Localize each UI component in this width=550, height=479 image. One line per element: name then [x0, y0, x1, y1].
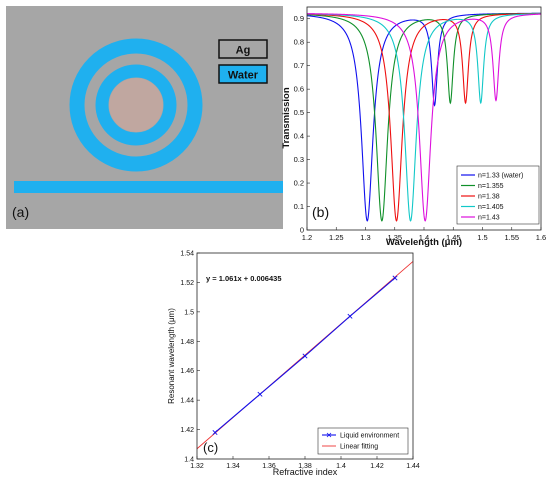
c-y-tick-label: 1.46 [180, 368, 194, 375]
c-x-tick-label: 1.32 [190, 463, 204, 470]
b-x-tick-label: 1.2 [302, 233, 312, 242]
c-ylabel: Resonant wavelength (μm) [167, 308, 176, 404]
c-y-tick-label: 1.4 [184, 457, 194, 464]
b-y-tick-label: 0.8 [294, 38, 304, 47]
panel-b-chart: 1.2 1.25 1.3 1.35 1.4 1.45 1.5 1.55 1.6 0 0.1 0.2 0.… [281, 6, 547, 248]
c-legend: Liquid environment Linear fitting [317, 427, 409, 455]
b-series-line-3 [306, 13, 541, 222]
c-xlabel: Refractive index [273, 467, 338, 477]
c-y-tick-label: 1.54 [180, 251, 194, 258]
b-x-tick-label: 1.45 [446, 233, 461, 242]
panel-a-schematic: Ag Water (a) [6, 6, 283, 229]
b-x-tick-label: 1.55 [504, 233, 519, 242]
b-x-tick-label: 1.4 [419, 233, 429, 242]
c-legend-box [317, 427, 409, 455]
c-y-tick-label: 1.5 [184, 309, 194, 316]
c-x-tick-label: 1.44 [406, 463, 420, 470]
b-x-tick-label: 1.25 [329, 233, 344, 242]
c-y-tick-label: 1.42 [180, 427, 194, 434]
c-legend-entry-1: Linear fitting [340, 444, 378, 451]
c-data-point-3 [347, 313, 353, 319]
c-data-point-2 [302, 353, 308, 359]
b-x-tick-label: 1.5 [477, 233, 487, 242]
c-series [196, 252, 414, 460]
b-y-tick-label: 0.4 [294, 132, 304, 141]
c-x-tick-label: 1.38 [298, 463, 312, 470]
c-x-tick-label: 1.34 [226, 463, 240, 470]
b-plot-frame [306, 6, 542, 231]
b-legend: n=1.33 (water) n=1.355 n=1.38 n=1.405 n=1.43 [456, 165, 540, 225]
b-y-tick-label: 0 [300, 226, 304, 235]
inner-water-ring [95, 64, 177, 146]
c-tick-labels: 1.32 1.34 1.36 1.38 1.4 1.42 1.44 1.4 1.42 1.44 1.… [180, 251, 420, 471]
b-y-tick-label: 0.7 [294, 61, 304, 70]
b-series-line-1 [306, 12, 542, 222]
b-y-tick-label: 0.6 [294, 85, 304, 94]
b-series-lines [306, 12, 542, 222]
b-series-line-4 [307, 13, 542, 222]
b-legend-entry-0: n=1.33 (water) [478, 173, 523, 180]
c-data-point-4 [392, 275, 398, 281]
ag-swatch [218, 39, 268, 59]
b-x-tick-label: 1.3 [360, 233, 370, 242]
c-y-tick-label: 1.44 [180, 398, 194, 405]
ag-label: Ag [236, 45, 251, 57]
panel-c-chart: 1.32 1.34 1.36 1.38 1.4 1.42 1.44 1.4 1.42 1.44 1.… [167, 251, 420, 478]
b-y-tick-label: 0.3 [294, 155, 304, 164]
b-legend-entry-4: n=1.43 [478, 215, 500, 222]
b-y-tick-label: 0.9 [294, 14, 304, 23]
material-legend: Ag Water [218, 39, 268, 84]
ring-core [109, 78, 163, 132]
water-swatch [218, 64, 268, 84]
c-data-point-0 [212, 429, 218, 436]
b-y-tick-label: 0.1 [294, 202, 304, 211]
c-legend-entry-0: Liquid environment [340, 433, 399, 440]
c-data-point-1 [257, 391, 263, 397]
c-plot-frame [196, 252, 414, 460]
bus-waveguide [14, 181, 283, 193]
b-x-tick-label: 1.6 [536, 233, 546, 242]
c-x-tick-label: 1.36 [262, 463, 276, 470]
c-y-tick-label: 1.48 [180, 339, 194, 346]
c-x-tick-label: 1.4 [336, 463, 346, 470]
b-x-tick-label: 1.35 [387, 233, 402, 242]
panel-a-label: (a) [12, 204, 29, 220]
c-x-tick-label: 1.42 [370, 463, 384, 470]
outer-water-ring [69, 38, 203, 172]
c-panel-label: (c) [203, 440, 218, 455]
b-xlabel: Wavelength (μm) [386, 237, 462, 248]
c-y-tick-label: 1.52 [180, 280, 194, 287]
water-label: Water [228, 70, 259, 82]
b-y-tick-label: 0.5 [294, 108, 304, 117]
b-ylabel: Transmission [281, 87, 292, 148]
b-y-tick-label: 0.2 [294, 179, 304, 188]
b-series-line-2 [306, 13, 541, 222]
c-legend-marker-0 [326, 432, 332, 438]
b-tick-labels: 1.2 1.25 1.3 1.35 1.4 1.45 1.5 1.55 1.6 0 0.1 0.2 0.… [294, 14, 547, 242]
b-legend-entry-1: n=1.355 [478, 183, 504, 190]
c-annotation: y = 1.061x + 0.006435 [206, 274, 282, 283]
b-panel-label: (b) [312, 204, 329, 220]
b-legend-entry-3: n=1.405 [478, 204, 504, 211]
b-legend-box [456, 165, 540, 225]
b-legend-entry-2: n=1.38 [478, 194, 500, 201]
